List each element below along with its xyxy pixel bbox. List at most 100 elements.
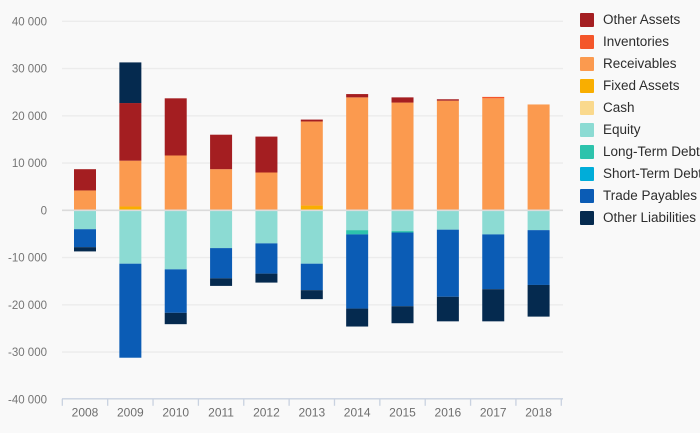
bar-segment-equity[interactable]: [255, 210, 278, 244]
y-axis-tick-label: -20 000: [8, 300, 47, 312]
bar-segment-other-assets[interactable]: [210, 134, 233, 170]
legend-item-fixed-assets[interactable]: Fixed Assets: [580, 78, 700, 93]
bar-segment-receivables[interactable]: [164, 155, 187, 211]
legend-item-cash[interactable]: Cash: [580, 100, 700, 115]
bar-segment-trade-payables[interactable]: [164, 269, 187, 313]
legend-item-short-term-debt[interactable]: Short-Term Debt: [580, 166, 700, 181]
bar-segment-other-assets[interactable]: [436, 99, 459, 101]
bar-segment-other-liabilities[interactable]: [255, 273, 278, 283]
bar-segment-trade-payables[interactable]: [346, 234, 369, 309]
bar-segment-equity[interactable]: [164, 210, 187, 270]
bar-segment-fixed-assets[interactable]: [300, 205, 323, 211]
bar-segment-receivables[interactable]: [300, 121, 323, 206]
bar-segment-receivables[interactable]: [436, 100, 459, 211]
bar-segment-other-assets[interactable]: [164, 98, 187, 156]
bar-segment-trade-payables[interactable]: [255, 243, 278, 274]
chart-legend: Other Assets Inventories Receivables Fixed …: [580, 12, 700, 225]
y-axis-tick-label: -40 000: [8, 394, 47, 406]
bar-segment-other-assets[interactable]: [346, 94, 369, 98]
legend-item-receivables[interactable]: Receivables: [580, 56, 700, 71]
bar-segment-other-liabilities[interactable]: [119, 62, 142, 104]
bar-segment-receivables[interactable]: [482, 98, 505, 211]
bar-2018[interactable]: [527, 104, 550, 317]
legend-item-label: Equity: [603, 122, 641, 137]
bar-segment-other-assets[interactable]: [300, 119, 323, 122]
bar-segment-trade-payables[interactable]: [436, 229, 459, 297]
legend-swatch-icon: [580, 12, 594, 27]
y-axis-tick-label: 30 000: [12, 64, 47, 76]
bar-2014[interactable]: [346, 94, 369, 327]
legend-swatch-icon: [580, 100, 594, 115]
bar-segment-equity[interactable]: [346, 210, 369, 231]
bar-segment-other-liabilities[interactable]: [300, 290, 323, 300]
bar-segment-equity[interactable]: [210, 210, 233, 249]
legend-swatch-icon: [580, 122, 594, 137]
legend-item-label: Other Liabilities: [603, 210, 697, 225]
y-axis-tick-label: 10 000: [12, 158, 47, 170]
legend-item-other-assets[interactable]: Other Assets: [580, 12, 700, 27]
bar-segment-other-liabilities[interactable]: [210, 278, 233, 286]
bar-segment-other-assets[interactable]: [119, 103, 142, 161]
y-axis-tick-label: 40 000: [12, 16, 47, 28]
bar-segment-equity[interactable]: [482, 210, 505, 235]
bar-2017[interactable]: [482, 96, 505, 322]
legend-swatch-icon: [580, 78, 594, 93]
bar-segment-other-liabilities[interactable]: [164, 312, 187, 325]
bar-segment-other-liabilities[interactable]: [436, 296, 459, 322]
bar-segment-other-liabilities[interactable]: [74, 247, 96, 252]
bar-segment-equity[interactable]: [300, 210, 323, 264]
bar-segment-other-liabilities[interactable]: [527, 284, 550, 317]
bar-2016[interactable]: [436, 99, 459, 322]
bar-segment-receivables[interactable]: [74, 190, 96, 211]
bar-segment-trade-payables[interactable]: [119, 263, 142, 358]
bar-segment-equity[interactable]: [436, 210, 459, 230]
bar-segment-equity[interactable]: [74, 210, 96, 230]
bar-segment-trade-payables[interactable]: [391, 232, 414, 307]
bar-segment-other-liabilities[interactable]: [346, 308, 369, 327]
bar-2013[interactable]: [300, 119, 323, 300]
legend-item-inventories[interactable]: Inventories: [580, 34, 700, 49]
bar-segment-equity[interactable]: [391, 210, 414, 232]
bar-2008[interactable]: [74, 169, 96, 252]
legend-item-long-term-debt[interactable]: Long-Term Debt: [580, 144, 700, 159]
bar-2010[interactable]: [164, 98, 187, 325]
bar-segment-other-assets[interactable]: [255, 136, 278, 173]
bar-segment-receivables[interactable]: [210, 169, 233, 211]
bar-segment-receivables[interactable]: [119, 160, 142, 207]
bar-segment-other-assets[interactable]: [391, 97, 414, 103]
bar-segment-other-liabilities[interactable]: [391, 306, 414, 324]
y-axis-tick-label: -30 000: [8, 347, 47, 359]
bar-segment-trade-payables[interactable]: [210, 248, 233, 279]
bar-segment-trade-payables[interactable]: [74, 229, 96, 248]
bar-segment-other-assets[interactable]: [74, 169, 96, 191]
bar-2011[interactable]: [210, 134, 233, 286]
bar-segment-receivables[interactable]: [527, 104, 550, 211]
bar-segment-trade-payables[interactable]: [300, 263, 323, 291]
bar-segment-equity[interactable]: [119, 210, 142, 264]
x-axis-year-label-2009: 2009: [117, 406, 144, 420]
legend-item-other-liabilities[interactable]: Other Liabilities: [580, 210, 700, 225]
bar-segment-other-liabilities[interactable]: [482, 289, 505, 322]
x-axis-year-label-2016: 2016: [435, 406, 462, 420]
bar-2009[interactable]: [119, 62, 142, 358]
legend-item-equity[interactable]: Equity: [580, 122, 700, 137]
bar-segment-receivables[interactable]: [391, 102, 414, 211]
x-axis-year-label-2011: 2011: [208, 406, 234, 420]
bar-segment-trade-payables[interactable]: [527, 230, 550, 285]
bar-segment-long-term-debt[interactable]: [391, 231, 414, 233]
bar-segment-receivables[interactable]: [346, 97, 369, 211]
bar-segment-inventories[interactable]: [482, 96, 505, 99]
bar-segment-trade-payables[interactable]: [482, 234, 505, 290]
legend-item-trade-payables[interactable]: Trade Payables: [580, 188, 700, 203]
bar-2015[interactable]: [391, 97, 414, 324]
bar-segment-equity[interactable]: [527, 210, 550, 231]
x-axis-year-label-2008: 2008: [72, 406, 99, 420]
legend-item-label: Inventories: [603, 34, 670, 49]
bar-segment-long-term-debt[interactable]: [346, 230, 369, 235]
x-axis-year-label-2013: 2013: [298, 406, 325, 420]
bar-2012[interactable]: [255, 136, 278, 283]
bar-segment-receivables[interactable]: [255, 172, 278, 211]
bar-segment-fixed-assets[interactable]: [119, 206, 142, 211]
